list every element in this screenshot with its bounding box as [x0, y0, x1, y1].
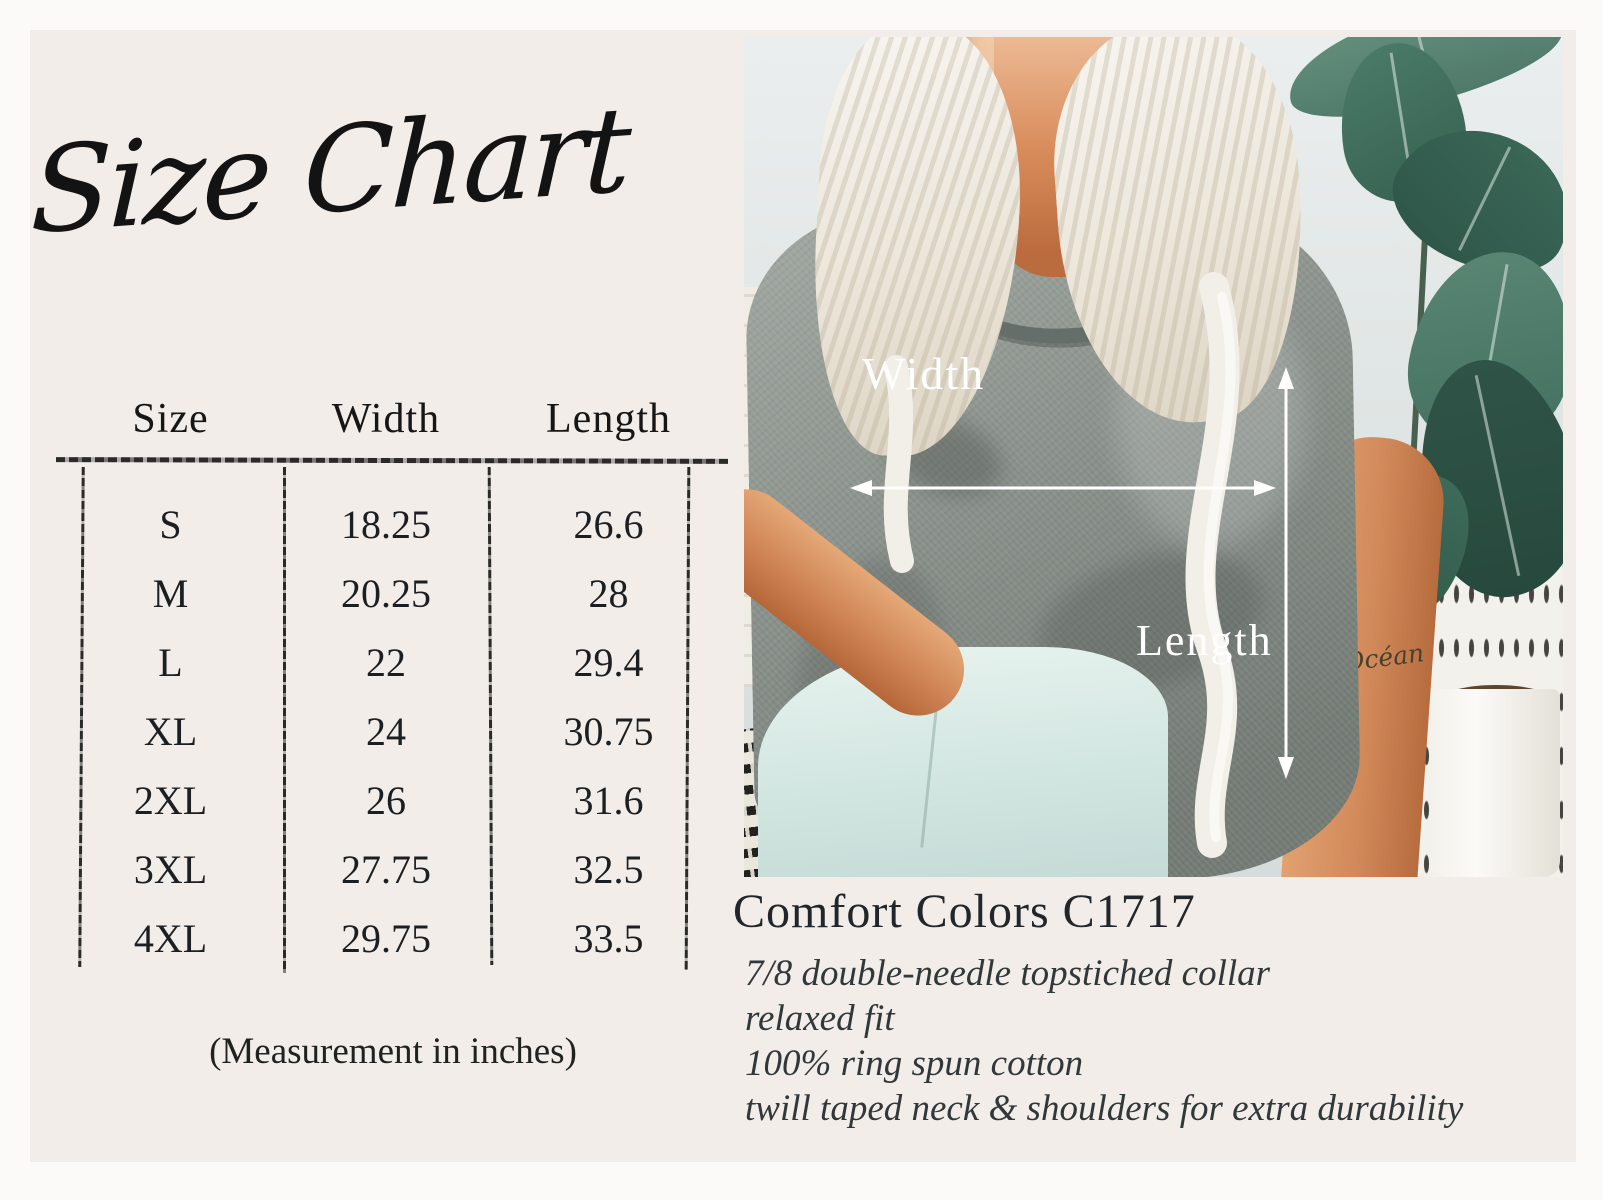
width-arrow — [850, 480, 1276, 496]
width-cell: 29.75 — [341, 916, 431, 961]
table-row: 4XL 29.75 33.5 — [58, 904, 728, 973]
feature-item: relaxed fit — [745, 998, 895, 1039]
size-cell: 2XL — [133, 778, 208, 823]
width-cell: 22 — [366, 640, 406, 685]
width-cell: 26 — [366, 778, 406, 823]
product-title: Comfort Colors C1717 — [733, 885, 1196, 938]
length-arrow — [1278, 367, 1294, 779]
table-row: 2XL 26 31.6 — [58, 766, 728, 835]
width-cell: 24 — [366, 709, 406, 754]
column-header-length: Length — [546, 396, 671, 442]
table-row: M 20.25 28 — [58, 559, 728, 628]
table-row: L 22 29.4 — [58, 628, 728, 697]
table-row: XL 24 30.75 — [58, 697, 728, 766]
length-cell: 33.5 — [573, 916, 644, 961]
photo-annotations — [850, 272, 1294, 858]
length-cell: 31.6 — [573, 778, 644, 823]
width-cell: 18.25 — [341, 502, 431, 547]
feature-item: twill taped neck & shoulders for extra d… — [745, 1088, 1464, 1129]
feature-item: 100% ring spun cotton — [745, 1043, 1084, 1084]
size-table: Size Width Length S 18.25 26.6 M 20.25 2… — [55, 382, 729, 982]
width-annotation-label: Width — [862, 348, 986, 399]
width-cell: 20.25 — [341, 571, 431, 616]
length-cell: 28 — [588, 571, 629, 616]
width-cell: 27.75 — [341, 847, 431, 892]
product-info: Comfort Colors C1717 7/8 double-needle t… — [733, 884, 1569, 1131]
length-cell: 29.4 — [573, 640, 644, 685]
size-cell: 4XL — [133, 916, 208, 961]
length-cell: 30.75 — [563, 709, 654, 754]
length-cell: 32.5 — [573, 847, 644, 892]
measurement-note: (Measurement in inches) — [209, 1031, 577, 1072]
column-header-size: Size — [132, 396, 209, 442]
table-row: S 18.25 26.6 — [58, 490, 728, 559]
size-cell: 3XL — [133, 847, 208, 892]
feature-list: 7/8 double-needle topstiched collar rela… — [733, 951, 1569, 1131]
hair-strands — [883, 272, 1240, 858]
column-header-width: Width — [331, 396, 441, 442]
size-cell: S — [159, 502, 182, 547]
page-title-script: Size Chart — [28, 79, 631, 261]
table-body: S 18.25 26.6 M 20.25 28 L 22 29.4 XL 24 … — [58, 490, 728, 973]
product-photo: Océan — [744, 37, 1563, 877]
size-cell: M — [152, 571, 189, 616]
length-cell: 26.6 — [573, 502, 644, 547]
table-row: 3XL 27.75 32.5 — [58, 835, 728, 904]
table-divider-1 — [283, 467, 286, 973]
table-top-rule — [55, 457, 729, 464]
plant-pot — [1432, 689, 1560, 877]
size-cell: L — [158, 640, 183, 685]
length-annotation-label: Length — [1136, 616, 1273, 665]
light-jeans — [758, 647, 1168, 877]
feature-item: 7/8 double-needle topstiched collar — [745, 953, 1271, 994]
table-header-row: Size Width Length — [58, 382, 728, 456]
size-cell: XL — [143, 709, 198, 754]
